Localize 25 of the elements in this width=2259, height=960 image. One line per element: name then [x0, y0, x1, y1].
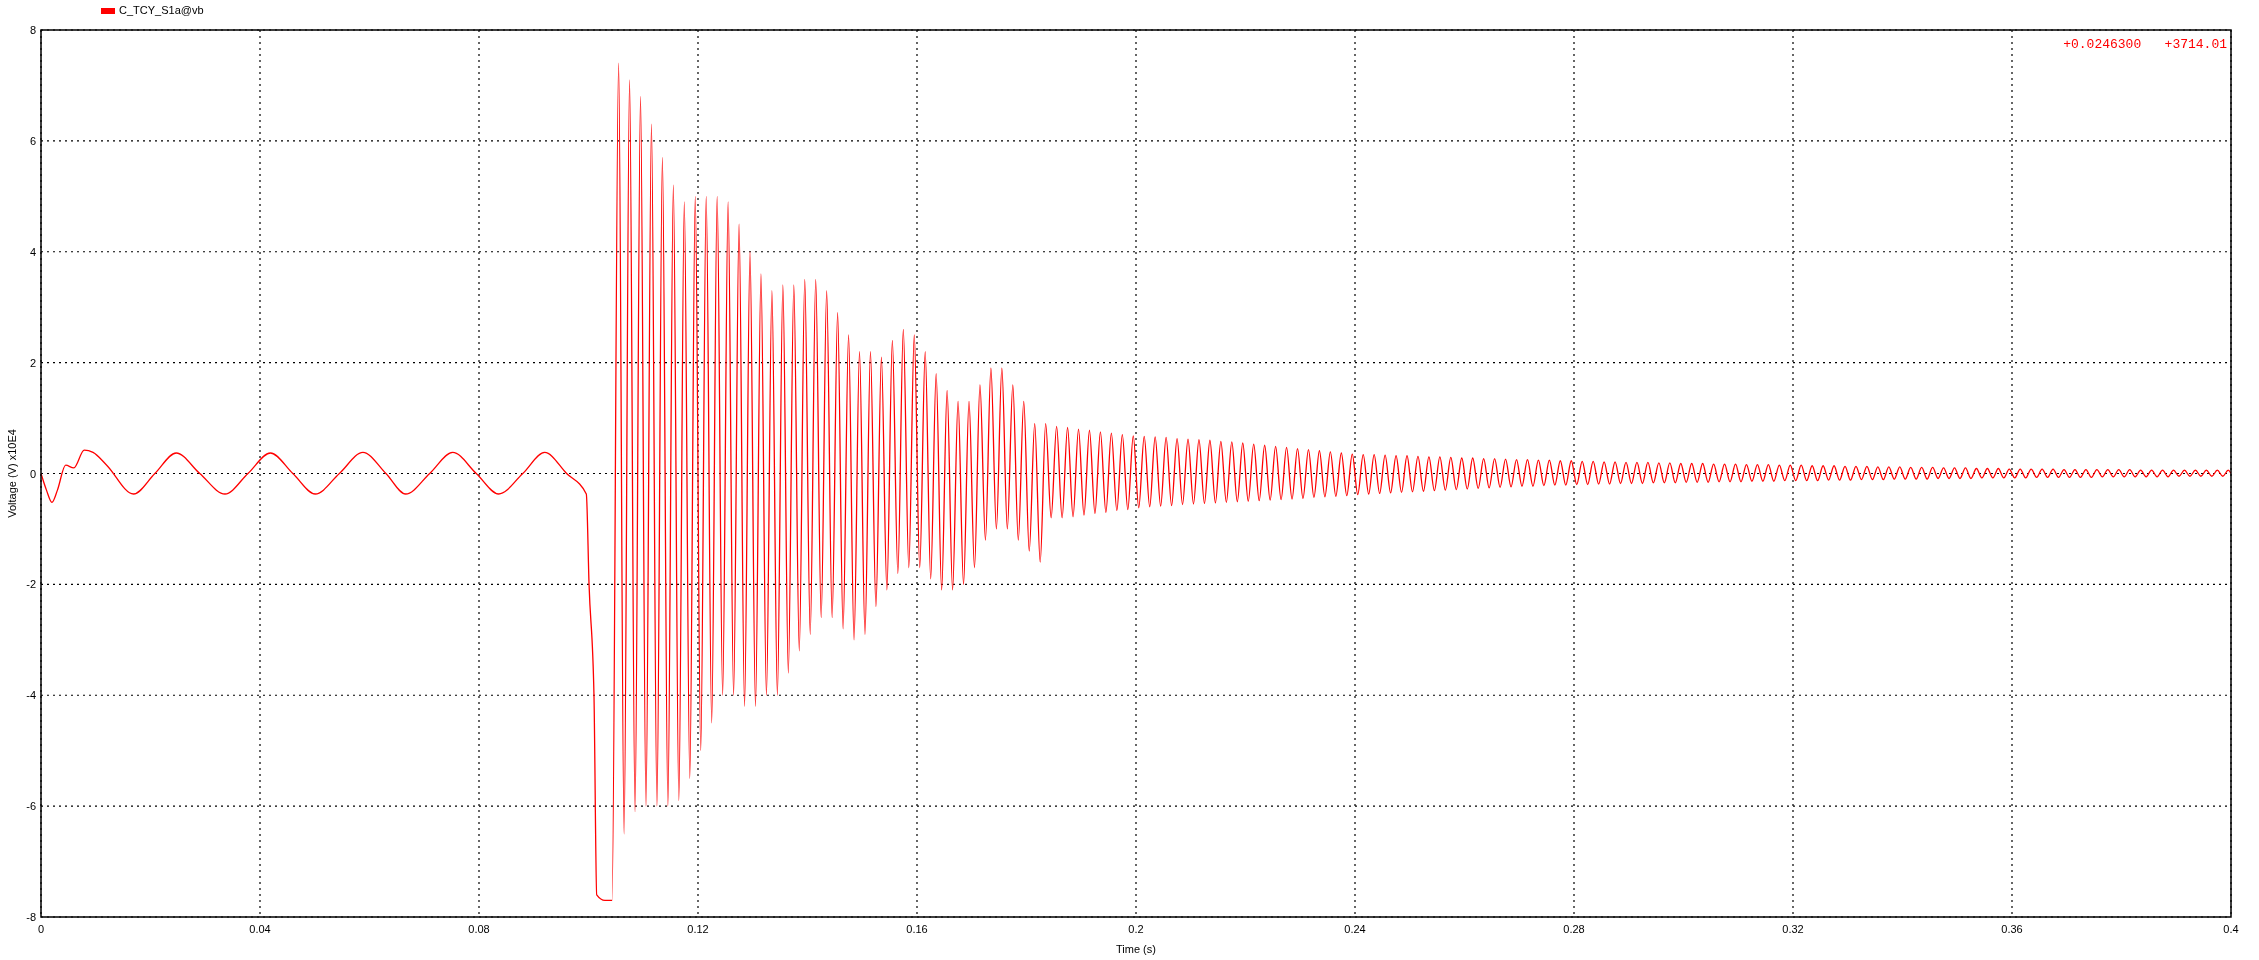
y-tick-label: -8: [26, 911, 36, 923]
x-tick-label: 0.32: [1782, 923, 1804, 935]
y-tick-label: 4: [29, 245, 36, 258]
y-tick-label: 6: [29, 134, 36, 147]
x-tick-label: 0.24: [1344, 923, 1366, 935]
x-tick-label: 0.4: [2223, 923, 2239, 935]
line-series: [41, 62, 2231, 902]
x-tick-label: 0.36: [2001, 923, 2023, 935]
annotation: +0.0246300 +3714.01: [2063, 37, 2228, 52]
y-tick-label: -6: [26, 800, 36, 813]
y-tick-label: 2: [29, 356, 36, 369]
x-tick-label: 0.12: [687, 923, 709, 935]
x-tick-label: 0.2: [1128, 923, 1144, 935]
y-axis-title: Voltage (V) x10E4: [6, 429, 18, 518]
legend-label: C_TCY_S1a@vb: [119, 4, 204, 16]
y-tick-label: -4: [26, 689, 36, 702]
x-tick-label: 0: [37, 923, 45, 935]
y-tick-label: 0: [29, 467, 36, 480]
x-tick-label: 0.28: [1563, 923, 1585, 935]
x-tick-label: 0.16: [906, 923, 928, 935]
y-tick-label: -2: [26, 578, 36, 591]
x-axis-title: Time (s): [1116, 943, 1156, 955]
x-tick-label: 0.08: [468, 923, 490, 935]
x-tick-label: 0.04: [249, 923, 271, 935]
y-tick-label: 8: [29, 24, 36, 36]
